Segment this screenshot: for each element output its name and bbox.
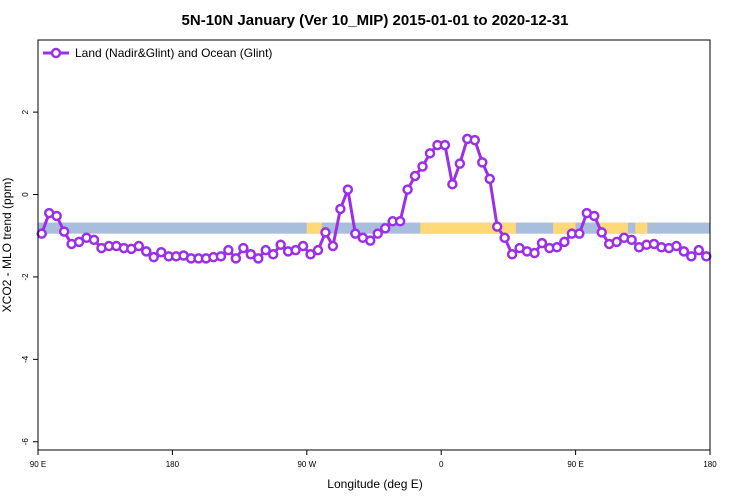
y-axis: -6 -4 -2 0 2 bbox=[21, 109, 38, 445]
data-point bbox=[36, 228, 47, 239]
x-tick-label: 0 bbox=[439, 460, 444, 469]
data-point bbox=[447, 178, 458, 190]
ocean-band-segment bbox=[553, 222, 576, 234]
data-point bbox=[141, 246, 152, 257]
data-point bbox=[536, 237, 548, 249]
data-point bbox=[693, 244, 705, 256]
data-point bbox=[596, 227, 607, 238]
data-series bbox=[36, 133, 712, 264]
x-axis-label: Longitude (deg E) bbox=[327, 477, 422, 491]
data-point bbox=[275, 239, 286, 251]
data-point bbox=[574, 228, 585, 239]
data-point bbox=[409, 170, 421, 182]
x-tick-label: 180 bbox=[703, 460, 717, 469]
data-point bbox=[365, 235, 376, 246]
data-point bbox=[477, 157, 488, 168]
legend-marker bbox=[50, 47, 62, 59]
data-point bbox=[424, 148, 436, 159]
y-tick-label: -6 bbox=[21, 438, 30, 446]
data-point bbox=[372, 228, 383, 239]
data-point bbox=[223, 244, 234, 256]
data-point bbox=[439, 139, 451, 151]
data-point bbox=[379, 223, 391, 234]
data-point bbox=[253, 253, 264, 264]
legend-entry: Land (Nadir&Glint) and Ocean (Glint) bbox=[75, 46, 272, 60]
data-point bbox=[469, 134, 481, 146]
data-point bbox=[506, 249, 518, 260]
ocean-band-segment bbox=[306, 222, 322, 234]
data-point bbox=[230, 253, 242, 264]
plot-frame bbox=[37, 39, 711, 451]
data-point bbox=[686, 251, 697, 262]
chart-title: 5N-10N January (Ver 10_MIP) 2015-01-01 t… bbox=[182, 12, 569, 29]
data-point bbox=[701, 251, 712, 262]
data-point bbox=[238, 242, 249, 254]
data-point bbox=[342, 184, 354, 195]
y-tick-label: -4 bbox=[21, 355, 30, 363]
data-point bbox=[402, 184, 413, 195]
ocean-band-segment bbox=[420, 222, 516, 234]
y-tick-label: -2 bbox=[21, 273, 30, 281]
data-point bbox=[148, 251, 159, 263]
x-tick-label: 180 bbox=[166, 460, 180, 469]
data-point bbox=[611, 236, 622, 248]
data-point bbox=[215, 251, 227, 262]
x-tick-label: 90 E bbox=[567, 460, 583, 469]
land-band bbox=[38, 222, 710, 234]
y-axis-label: XCO2 - MLO trend (ppm) bbox=[0, 178, 14, 313]
y-tick-label: 0 bbox=[21, 192, 30, 197]
data-point bbox=[491, 221, 503, 232]
data-point bbox=[678, 246, 690, 257]
data-point bbox=[133, 240, 145, 252]
data-point bbox=[73, 236, 85, 248]
data-point bbox=[626, 234, 637, 246]
data-point bbox=[51, 210, 62, 222]
data-point bbox=[245, 249, 257, 260]
data-point bbox=[394, 216, 406, 227]
x-tick-label: 90 W bbox=[297, 460, 316, 469]
legend: Land (Nadir&Glint) and Ocean (Glint) bbox=[43, 46, 272, 60]
y-tick-label: 2 bbox=[21, 109, 30, 114]
data-point bbox=[589, 210, 600, 222]
data-point bbox=[88, 234, 100, 246]
data-point bbox=[551, 242, 563, 253]
land-ocean-band bbox=[38, 222, 710, 234]
data-point bbox=[327, 240, 339, 252]
data-point bbox=[454, 158, 466, 169]
data-point bbox=[305, 249, 316, 260]
data-point bbox=[58, 226, 70, 237]
data-point bbox=[417, 161, 428, 172]
ocean-band-segment bbox=[635, 222, 648, 234]
data-point bbox=[312, 244, 324, 256]
data-point bbox=[350, 228, 361, 239]
data-point bbox=[529, 247, 540, 259]
x-tick-label: 90 E bbox=[30, 460, 46, 469]
data-point bbox=[290, 244, 301, 256]
data-point bbox=[260, 244, 271, 256]
data-point bbox=[155, 246, 167, 258]
data-point bbox=[484, 173, 495, 185]
data-point bbox=[267, 249, 279, 260]
ocean-band-segment bbox=[598, 222, 628, 234]
data-point bbox=[499, 232, 510, 244]
data-point bbox=[320, 227, 331, 238]
data-point bbox=[559, 236, 570, 248]
data-point bbox=[297, 240, 309, 252]
x-axis: 90 E 180 90 W 0 90 E 180 bbox=[30, 450, 717, 469]
data-point bbox=[671, 240, 682, 252]
data-point bbox=[335, 203, 346, 215]
